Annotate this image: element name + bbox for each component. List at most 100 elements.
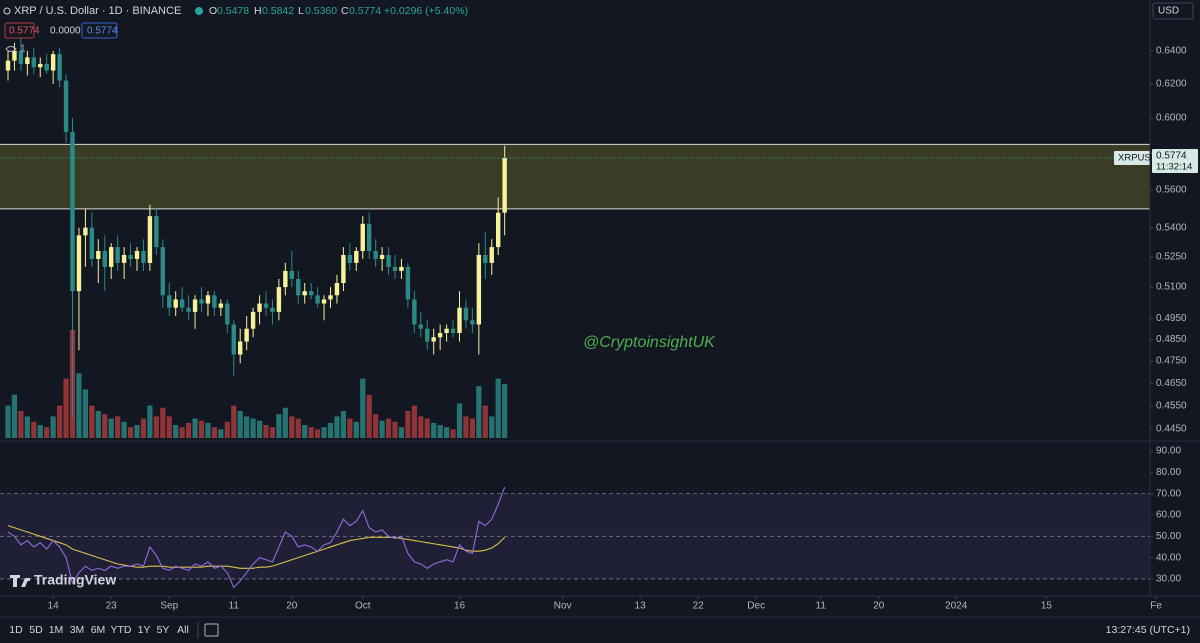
volume-bar (121, 421, 127, 438)
zone-layer (0, 143, 1150, 210)
rsi-tick-label: 80.00 (1156, 467, 1181, 478)
x-tick-label: 23 (106, 601, 118, 612)
candle-body (154, 216, 159, 248)
volume-bar (418, 416, 424, 438)
volume-bar (186, 422, 192, 438)
volume-bar (405, 411, 411, 438)
candle-body (302, 291, 307, 296)
legend-box (81, 22, 118, 39)
volume-bar (50, 416, 56, 438)
candle-body (270, 307, 275, 312)
volume-bar (463, 416, 469, 438)
volume-bar (411, 405, 417, 438)
range-button[interactable]: 1Y (138, 624, 151, 636)
volume-bar (140, 418, 147, 438)
range-button[interactable]: 1M (49, 624, 64, 636)
x-tick-label: 2024 (945, 601, 968, 612)
volume-bar (44, 427, 50, 438)
range-button[interactable]: 1D (9, 624, 23, 636)
volume-bar (379, 420, 385, 438)
y-tick-label: 0.4450 (1156, 424, 1187, 435)
candle-body (437, 332, 443, 338)
candle-body (18, 50, 24, 64)
candle-body (179, 299, 185, 308)
toolbar: 1D 5D 1M 3M 6M YTD 1Y 5Y All (9, 624, 189, 636)
candle-body (321, 299, 327, 304)
candle-body (244, 328, 249, 342)
visibility-icon[interactable] (5, 46, 17, 52)
volume-bar (398, 427, 405, 438)
y-tick-label: 0.4950 (1156, 313, 1187, 324)
candle-body (315, 295, 320, 304)
candle-body (173, 299, 178, 308)
candle-body (76, 235, 82, 292)
candle-body (38, 63, 43, 68)
range-button[interactable]: 5Y (157, 624, 170, 636)
volume-bar (211, 427, 217, 438)
candle-body (367, 223, 372, 252)
candle-body (257, 303, 262, 312)
currency-label[interactable]: USD (1158, 6, 1179, 17)
candle-body (89, 227, 95, 259)
candle-body (457, 307, 462, 333)
candle-body (231, 324, 236, 355)
candle-body (354, 251, 359, 263)
candle-body (186, 307, 191, 312)
rsi-tick-label: 30.00 (1156, 574, 1181, 585)
clock: 13:27:45 (UTC+1) (1106, 624, 1190, 636)
volume-bar (166, 416, 172, 438)
range-button[interactable]: 6M (91, 624, 106, 636)
volume-bar (308, 427, 314, 438)
volume-bar (263, 425, 269, 438)
x-tick-label: Oct (355, 601, 371, 612)
volume-bar (89, 405, 95, 438)
candle-body (360, 223, 365, 252)
volume-bar (295, 418, 301, 438)
volume-bar (250, 418, 256, 438)
candle-body (83, 227, 88, 236)
range-button[interactable]: 5D (29, 624, 43, 636)
candle-body (167, 295, 172, 308)
candle-body (212, 295, 217, 308)
volume-bar (444, 427, 450, 438)
ohlc-value: 0.5842 (262, 5, 294, 17)
candle-body (386, 254, 391, 267)
symbol-title[interactable]: XRP / U.S. Dollar · 1D · BINANCE (14, 5, 181, 17)
candle-body (141, 251, 146, 263)
calendar-icon[interactable] (204, 623, 219, 637)
y-tick-label: 0.4650 (1156, 378, 1187, 389)
candle-body (418, 324, 423, 329)
candle-body (347, 254, 353, 263)
volume-bar (302, 425, 308, 438)
y-tick-label: 0.4750 (1156, 356, 1187, 367)
market-status (195, 7, 203, 15)
y-tick-label: 0.4550 (1156, 400, 1187, 411)
currency-button[interactable] (1152, 2, 1194, 20)
candle-body (489, 247, 494, 263)
volume-bar (192, 418, 198, 438)
ohlc-value: 0.5478 (217, 5, 249, 17)
candle-body (431, 337, 436, 342)
candle-body (399, 266, 404, 271)
volume-bar (63, 378, 69, 438)
candle-body (70, 131, 75, 292)
volume-bar (147, 405, 153, 438)
range-button[interactable]: 3M (70, 624, 85, 636)
candle-body (263, 303, 269, 308)
x-tick-label: 16 (454, 601, 466, 612)
candle-body (225, 303, 230, 325)
rsi-tick-label: 50.00 (1156, 531, 1181, 542)
range-button[interactable]: YTD (111, 624, 132, 636)
candle-body (147, 216, 153, 263)
volume-bar (31, 421, 37, 438)
symbol-tag (1114, 150, 1150, 165)
range-button[interactable]: All (177, 624, 189, 636)
volume-bar (489, 416, 495, 438)
volume-bar (334, 416, 340, 438)
rsi-tick-label: 70.00 (1156, 488, 1181, 499)
symbol-icon (3, 7, 11, 15)
candle-body (334, 283, 340, 296)
candle-body (57, 54, 62, 81)
candle-body (192, 299, 198, 312)
x-tick-label: 15 (1041, 601, 1053, 612)
